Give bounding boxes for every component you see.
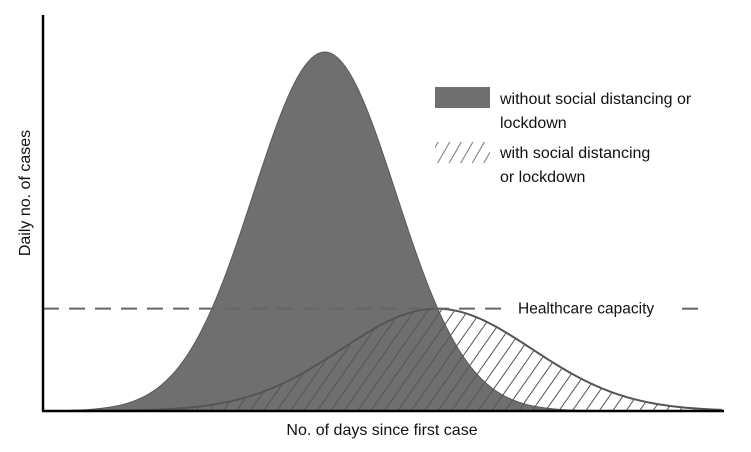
series-with-distancing-area	[43, 308, 722, 411]
legend-label-with-distancing: with social distancing or lockdown	[499, 145, 650, 186]
series-with-distancing-outline	[43, 307, 723, 412]
legend-swatch-without-distancing	[435, 87, 490, 108]
legend-label-without-distancing: without social distancing or lockdown	[499, 91, 692, 132]
x-axis-title: No. of days since first case	[286, 422, 477, 439]
legend: without social distancing or lockdown wit…	[435, 87, 692, 186]
legend-swatch-with-distancing	[435, 142, 490, 163]
y-axis-title: Daily no. of cases	[17, 130, 34, 256]
healthcare-capacity-label: Healthcare capacity	[518, 301, 654, 318]
